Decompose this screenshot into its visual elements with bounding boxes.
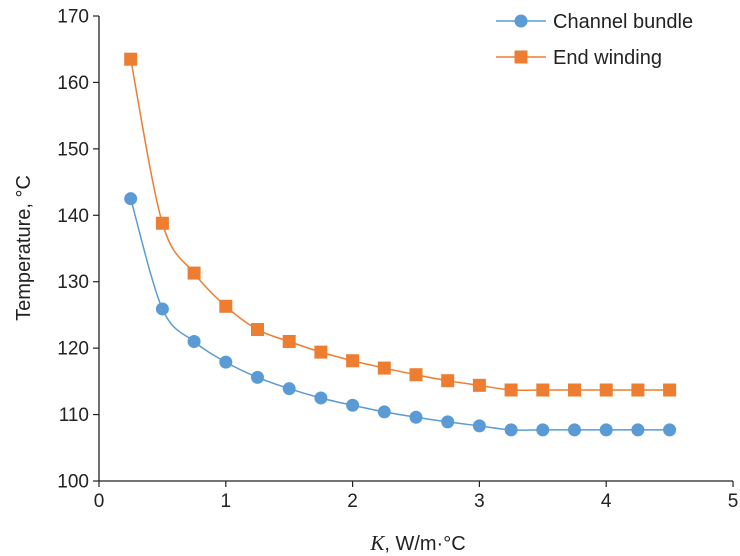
chart-axes bbox=[93, 15, 734, 487]
data-point bbox=[504, 423, 518, 437]
data-point bbox=[187, 335, 201, 348]
data-point bbox=[314, 391, 328, 405]
legend-marker bbox=[514, 50, 528, 64]
x-tick-label: 0 bbox=[94, 491, 105, 512]
data-point bbox=[219, 299, 233, 313]
data-point bbox=[504, 383, 518, 397]
data-point bbox=[155, 302, 169, 316]
data-point bbox=[155, 216, 169, 230]
series-line bbox=[129, 59, 670, 392]
y-tick-labels: 100 110 120 130 140 150 160 170 bbox=[57, 7, 89, 493]
data-point bbox=[472, 378, 486, 392]
data-point bbox=[377, 361, 391, 375]
x-tick-label: 5 bbox=[728, 491, 739, 512]
data-point bbox=[599, 423, 613, 437]
y-axis-title: Temperature, °C bbox=[13, 175, 35, 321]
data-point bbox=[346, 398, 360, 412]
legend: Channel bundle End winding bbox=[496, 11, 693, 69]
legend-item: End winding bbox=[496, 47, 662, 69]
data-point bbox=[663, 423, 677, 437]
legend-label: Channel bundle bbox=[553, 11, 693, 33]
x-axis-symbol: K bbox=[369, 531, 385, 555]
data-point bbox=[568, 383, 581, 397]
data-point bbox=[663, 383, 677, 397]
data-point bbox=[568, 423, 581, 437]
data-point bbox=[536, 423, 550, 437]
data-point bbox=[377, 405, 391, 419]
y-tick-label: 130 bbox=[57, 272, 89, 293]
data-point bbox=[251, 370, 264, 384]
data-point bbox=[314, 345, 328, 359]
series-line bbox=[129, 198, 670, 431]
data-point bbox=[124, 52, 138, 66]
x-tick-labels: 0 1 2 3 4 5 bbox=[94, 491, 739, 512]
y-tick-label: 170 bbox=[57, 7, 89, 28]
series-2 bbox=[124, 52, 677, 397]
y-tick-label: 110 bbox=[59, 405, 89, 426]
data-point bbox=[251, 323, 264, 337]
x-tick-label: 1 bbox=[221, 491, 232, 512]
x-axis-title: K, W/m·°C bbox=[369, 531, 465, 555]
x-tick-label: 3 bbox=[474, 491, 485, 512]
y-tick-label: 160 bbox=[57, 73, 89, 94]
data-point bbox=[441, 374, 455, 388]
x-tick-label: 4 bbox=[601, 491, 612, 512]
y-tick-label: 120 bbox=[57, 339, 89, 360]
data-point bbox=[124, 192, 138, 206]
y-tick-label: 100 bbox=[57, 472, 89, 493]
data-point bbox=[346, 354, 360, 368]
data-point bbox=[282, 335, 296, 348]
data-point bbox=[187, 266, 201, 280]
series-1 bbox=[124, 192, 677, 437]
legend-marker bbox=[514, 14, 528, 28]
x-axis-unit: , W/m·°C bbox=[384, 533, 465, 555]
data-point bbox=[219, 355, 233, 369]
series-layer bbox=[124, 52, 677, 437]
data-point bbox=[631, 423, 645, 437]
data-point bbox=[631, 383, 645, 397]
data-point bbox=[441, 415, 455, 429]
x-tick-label: 2 bbox=[347, 491, 358, 512]
data-point bbox=[472, 419, 486, 433]
data-point bbox=[536, 383, 550, 397]
legend-item: Channel bundle bbox=[496, 11, 693, 33]
data-point bbox=[409, 368, 423, 382]
legend-label: End winding bbox=[553, 47, 662, 69]
data-point bbox=[599, 383, 613, 397]
data-point bbox=[282, 382, 296, 396]
y-tick-label: 150 bbox=[57, 139, 89, 160]
y-tick-label: 140 bbox=[57, 206, 89, 227]
data-point bbox=[409, 410, 423, 424]
